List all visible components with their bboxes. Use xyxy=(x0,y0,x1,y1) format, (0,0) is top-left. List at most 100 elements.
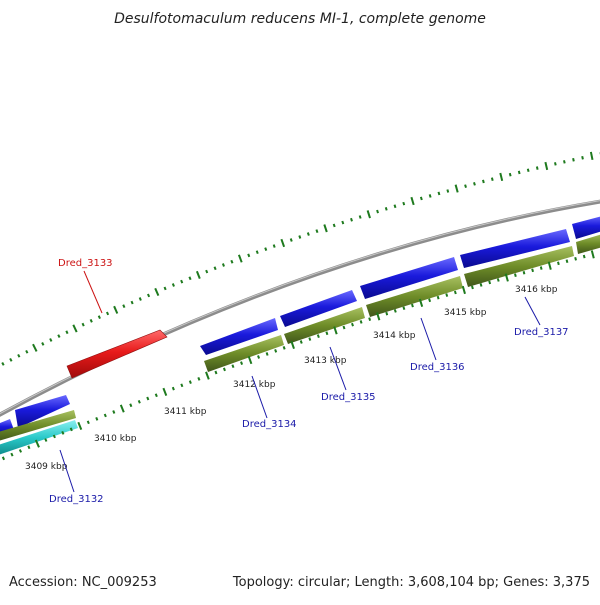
lower-major-tick xyxy=(290,340,295,350)
lower-minor-tick xyxy=(18,449,23,453)
lower-minor-tick xyxy=(393,309,397,313)
upper-minor-tick xyxy=(482,179,485,184)
lower-minor-tick xyxy=(282,346,286,350)
upper-major-tick xyxy=(323,224,328,233)
kbp-scale: 3409 kbp 3410 kbp 3411 kbp 3412 kbp 3413… xyxy=(25,285,558,472)
lower-minor-tick xyxy=(299,340,303,344)
lower-minor-tick xyxy=(103,413,107,418)
lower-tick-track xyxy=(1,250,595,461)
upper-minor-tick xyxy=(97,315,101,320)
lower-minor-tick xyxy=(574,257,577,261)
cds-block[interactable] xyxy=(360,257,458,299)
leader-dred-3134 xyxy=(251,375,268,419)
cds-block[interactable] xyxy=(572,215,600,239)
upper-minor-tick xyxy=(341,220,345,225)
lower-minor-tick xyxy=(308,337,312,341)
gene-bar[interactable] xyxy=(366,276,463,317)
lower-minor-tick xyxy=(582,254,586,259)
upper-major-tick xyxy=(154,287,160,297)
lower-minor-tick xyxy=(531,268,534,273)
cds-block[interactable] xyxy=(280,290,357,327)
lower-major-tick xyxy=(34,439,40,448)
lower-major-tick xyxy=(162,387,168,396)
lower-minor-tick xyxy=(385,311,389,316)
rna-bar[interactable] xyxy=(0,420,78,456)
lower-minor-tick xyxy=(557,261,560,266)
lower-minor-tick xyxy=(154,393,158,398)
kbp-label-3409: 3409 kbp xyxy=(25,462,68,472)
lower-major-tick xyxy=(77,421,83,430)
gene-arrow[interactable] xyxy=(66,329,168,379)
cds-block[interactable] xyxy=(15,395,70,428)
upper-minor-tick xyxy=(9,357,13,362)
upper-minor-tick xyxy=(122,304,126,309)
upper-major-tick xyxy=(454,184,459,193)
upper-major-tick xyxy=(72,324,78,333)
lower-minor-tick xyxy=(95,417,99,421)
upper-minor-tick xyxy=(419,196,423,201)
lower-minor-tick xyxy=(146,396,150,401)
rna-bar-track xyxy=(0,420,78,456)
lower-major-tick xyxy=(376,312,381,321)
upper-minor-tick xyxy=(473,182,476,186)
gene-label-dred-3136[interactable]: Dred_3136 xyxy=(410,362,465,373)
lower-minor-tick xyxy=(496,278,500,282)
gene-label-dred-3135[interactable]: Dred_3135 xyxy=(321,392,376,403)
lower-minor-tick xyxy=(86,420,90,425)
upper-minor-tick xyxy=(517,170,521,175)
lower-minor-tick xyxy=(27,445,31,450)
leader-dred-3135 xyxy=(329,346,347,391)
lower-minor-tick xyxy=(44,438,48,442)
upper-minor-tick xyxy=(146,293,151,298)
gene-labels: Dred_3133 Dred_3132 Dred_3134 Dred_3135 … xyxy=(49,258,569,505)
leader-dred-3132 xyxy=(59,449,75,493)
upper-minor-tick xyxy=(289,238,293,242)
forward-cds-track xyxy=(0,215,600,436)
leader-dred-3137 xyxy=(524,296,541,326)
kbp-label-3412: 3412 kbp xyxy=(233,380,276,390)
upper-minor-tick xyxy=(315,229,319,234)
kbp-label-3415: 3415 kbp xyxy=(444,308,487,318)
upper-major-tick xyxy=(366,210,371,219)
gene-bar[interactable] xyxy=(284,307,365,344)
upper-minor-tick xyxy=(105,311,110,316)
gene-label-dred-3137[interactable]: Dred_3137 xyxy=(514,327,569,338)
kbp-label-3413: 3413 kbp xyxy=(304,356,347,366)
red-gene-dred-3133[interactable] xyxy=(66,329,168,379)
lower-minor-tick xyxy=(402,306,406,311)
upper-major-tick xyxy=(113,305,119,314)
upper-major-tick xyxy=(499,172,504,182)
lower-minor-tick xyxy=(514,273,517,277)
cds-block[interactable] xyxy=(200,318,278,355)
lower-major-tick xyxy=(418,298,424,308)
gene-label-dred-3133[interactable]: Dred_3133 xyxy=(58,258,113,269)
cds-block[interactable] xyxy=(460,229,570,268)
upper-minor-tick xyxy=(130,300,134,305)
gene-bar[interactable] xyxy=(0,410,76,442)
map-title: Desulfotomaculum reducens MI-1, complete… xyxy=(114,11,486,27)
lower-minor-tick xyxy=(316,334,320,339)
lower-minor-tick xyxy=(325,331,329,336)
lower-minor-tick xyxy=(171,386,175,391)
upper-minor-tick xyxy=(188,276,192,281)
lower-minor-tick xyxy=(428,298,432,303)
lower-major-tick xyxy=(590,250,595,259)
kbp-label-3416: 3416 kbp xyxy=(515,285,558,295)
lower-minor-tick xyxy=(214,370,218,375)
upper-minor-tick xyxy=(255,250,259,255)
upper-minor-tick xyxy=(526,168,530,173)
upper-minor-tick xyxy=(65,330,69,335)
gene-label-dred-3132[interactable]: Dred_3132 xyxy=(49,494,104,505)
upper-minor-tick xyxy=(221,263,225,267)
lower-minor-tick xyxy=(240,361,244,365)
upper-major-tick xyxy=(410,196,415,206)
gene-bar[interactable] xyxy=(204,335,284,372)
lower-minor-tick xyxy=(61,431,65,435)
gene-bar[interactable] xyxy=(576,233,600,254)
lower-minor-tick xyxy=(445,293,449,297)
gene-label-dred-3134[interactable]: Dred_3134 xyxy=(242,419,297,430)
lower-minor-tick xyxy=(180,383,184,388)
upper-minor-tick xyxy=(57,334,61,338)
gene-bar[interactable] xyxy=(464,246,574,287)
lower-minor-tick xyxy=(479,283,483,287)
